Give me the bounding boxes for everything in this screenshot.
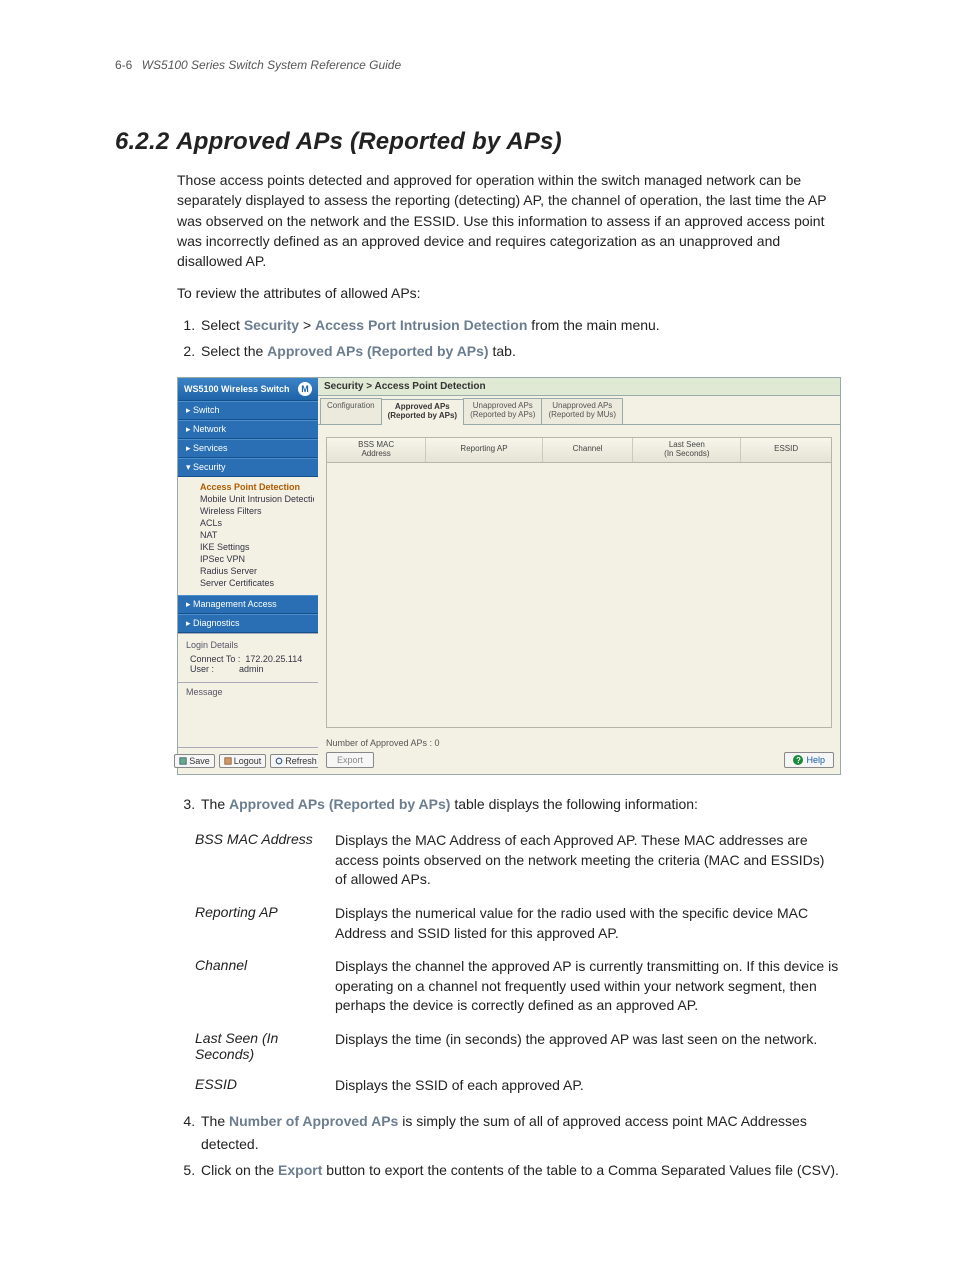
lead-line: To review the attributes of allowed APs: <box>177 283 839 303</box>
subnav-certs[interactable]: Server Certificates <box>190 577 314 589</box>
subnav-radius[interactable]: Radius Server <box>190 565 314 577</box>
step-4: The Number of Approved APs is simply the… <box>199 1110 839 1158</box>
page: 6-6 WS5100 Series Switch System Referenc… <box>0 0 954 1277</box>
sidebar-item-services[interactable]: ▸ Services <box>178 439 318 458</box>
def-desc: Displays the MAC Address of each Approve… <box>335 831 839 890</box>
ap-table: BSS MACAddress Reporting AP Channel Last… <box>326 437 832 728</box>
def-row: BSS MAC Address Displays the MAC Address… <box>195 831 839 890</box>
def-desc: Displays the numerical value for the rad… <box>335 904 839 943</box>
step-5: Click on the Export button to export the… <box>199 1159 839 1183</box>
tab-configuration[interactable]: Configuration <box>320 398 382 424</box>
def-term: Channel <box>195 957 335 1016</box>
step-1: Select Security > Access Port Intrusion … <box>199 314 839 338</box>
logo-icon: M <box>298 382 312 396</box>
def-term: Last Seen (In Seconds) <box>195 1030 335 1062</box>
subnav-nat[interactable]: NAT <box>190 529 314 541</box>
steps-list-2: The Approved APs (Reported by APs) table… <box>177 793 839 817</box>
login-details: Login Details Connect To : 172.20.25.114… <box>178 633 318 682</box>
sidebar-item-diag[interactable]: ▸ Diagnostics <box>178 614 318 633</box>
def-term: ESSID <box>195 1076 335 1096</box>
screenshot: WS5100 Wireless Switch M ▸ Switch ▸ Netw… <box>177 377 841 775</box>
def-row: Reporting AP Displays the numerical valu… <box>195 904 839 943</box>
export-button[interactable]: Export <box>326 752 374 768</box>
main-panel: Security > Access Point Detection Config… <box>318 378 840 774</box>
subnav-apd[interactable]: Access Point Detection <box>190 481 314 493</box>
page-number: 6-6 <box>115 58 132 72</box>
sidebar-header: WS5100 Wireless Switch M <box>178 378 318 401</box>
subnav-ike[interactable]: IKE Settings <box>190 541 314 553</box>
def-row: Channel Displays the channel the approve… <box>195 957 839 1016</box>
col-essid[interactable]: ESSID <box>741 438 831 462</box>
tab-name: Approved APs (Reported by APs) <box>267 343 488 359</box>
tabs: Configuration Approved APs(Reported by A… <box>318 396 840 425</box>
col-last-seen[interactable]: Last Seen(In Seconds) <box>633 438 741 462</box>
steps-list: Select Security > Access Port Intrusion … <box>177 314 839 364</box>
definition-table: BSS MAC Address Displays the MAC Address… <box>195 831 839 1095</box>
sidebar-buttons: Save Logout Refresh <box>178 747 318 774</box>
save-button[interactable]: Save <box>174 754 215 768</box>
def-desc: Displays the channel the approved AP is … <box>335 957 839 1016</box>
step-3: The Approved APs (Reported by APs) table… <box>199 793 839 817</box>
message-box: Message <box>178 682 318 747</box>
sidebar: WS5100 Wireless Switch M ▸ Switch ▸ Netw… <box>178 378 318 774</box>
step-2: Select the Approved APs (Reported by APs… <box>199 340 839 364</box>
col-channel[interactable]: Channel <box>543 438 634 462</box>
status-line: Number of Approved APs : 0 <box>318 732 840 750</box>
sidebar-item-switch[interactable]: ▸ Switch <box>178 401 318 420</box>
help-button[interactable]: ?Help <box>784 752 834 768</box>
tab-unapproved-aps-ap[interactable]: Unapproved APs(Reported by APs) <box>463 398 542 424</box>
def-term: BSS MAC Address <box>195 831 335 890</box>
subnav-muid[interactable]: Mobile Unit Intrusion Detection <box>190 493 314 505</box>
tab-unapproved-aps-mu[interactable]: Unapproved APs(Reported by MUs) <box>541 398 623 424</box>
guide-title: WS5100 Series Switch System Reference Gu… <box>142 58 401 72</box>
help-icon: ? <box>793 755 803 765</box>
security-subnav: Access Point Detection Mobile Unit Intru… <box>178 477 318 595</box>
def-row: ESSID Displays the SSID of each approved… <box>195 1076 839 1096</box>
sidebar-item-mgmt[interactable]: ▸ Management Access <box>178 595 318 614</box>
bottom-bar: Export ?Help <box>318 750 840 774</box>
sidebar-item-security[interactable]: ▾ Security <box>178 458 318 477</box>
col-reporting-ap[interactable]: Reporting AP <box>426 438 542 462</box>
col-bss-mac[interactable]: BSS MACAddress <box>327 438 426 462</box>
steps-list-3: The Number of Approved APs is simply the… <box>177 1110 839 1183</box>
nav-security: Security <box>244 317 299 333</box>
subnav-acls[interactable]: ACLs <box>190 517 314 529</box>
breadcrumb: Security > Access Point Detection <box>318 378 840 396</box>
section-heading: 6.2.2 Approved APs (Reported by APs) <box>115 128 839 156</box>
def-desc: Displays the SSID of each approved AP. <box>335 1076 839 1096</box>
table-header: BSS MACAddress Reporting AP Channel Last… <box>327 438 831 463</box>
subnav-ipsec[interactable]: IPSec VPN <box>190 553 314 565</box>
nav-apid: Access Port Intrusion Detection <box>315 317 527 333</box>
sidebar-item-network[interactable]: ▸ Network <box>178 420 318 439</box>
refresh-button[interactable]: Refresh <box>270 754 322 768</box>
tab-approved-aps[interactable]: Approved APs(Reported by APs) <box>381 399 465 425</box>
running-header: 6-6 WS5100 Series Switch System Referenc… <box>115 58 839 72</box>
subnav-wf[interactable]: Wireless Filters <box>190 505 314 517</box>
intro-paragraph: Those access points detected and approve… <box>177 170 839 271</box>
def-row: Last Seen (In Seconds) Displays the time… <box>195 1030 839 1062</box>
def-desc: Displays the time (in seconds) the appro… <box>335 1030 839 1062</box>
def-term: Reporting AP <box>195 904 335 943</box>
logout-button[interactable]: Logout <box>219 754 267 768</box>
